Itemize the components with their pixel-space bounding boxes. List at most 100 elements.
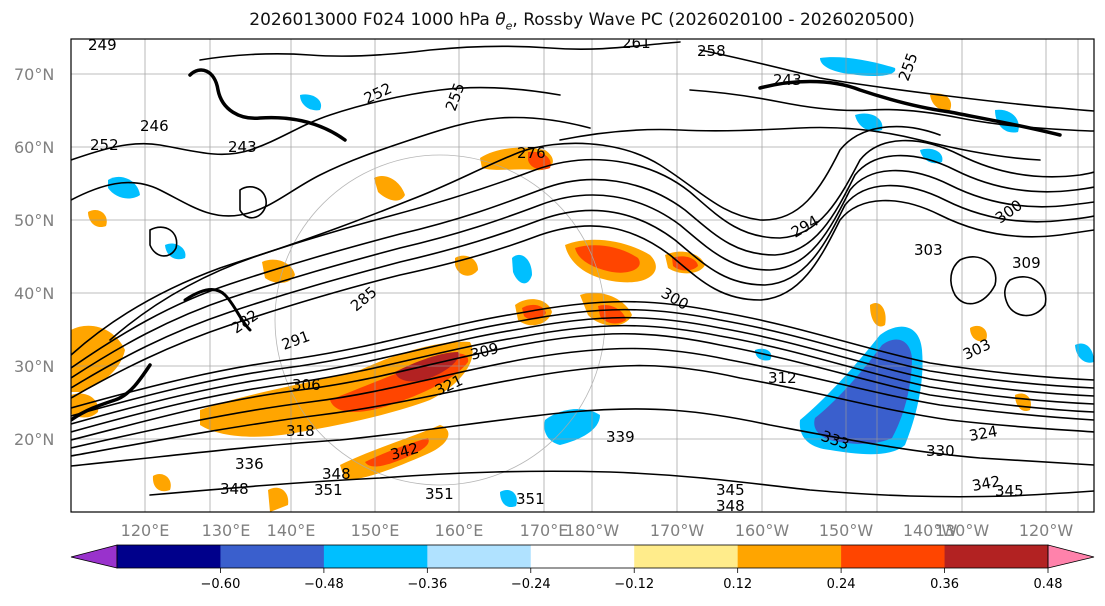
colorbar-extend-low xyxy=(70,544,118,569)
theta-symbol: θ xyxy=(495,10,506,30)
colorbar-tick-label: −0.48 xyxy=(304,577,344,592)
map-area: 249 261 258 255 243 252 255 246 243 252 … xyxy=(71,34,1094,512)
cool-patch xyxy=(1075,343,1094,363)
contour-label: 312 xyxy=(768,369,797,387)
contour-line xyxy=(689,89,1094,132)
contour-label: 246 xyxy=(140,117,169,135)
lon-label: 170°W xyxy=(650,521,705,540)
contour-line xyxy=(188,68,347,142)
contour-line xyxy=(71,324,1094,433)
contour-line xyxy=(71,86,561,161)
contour-label: 348 xyxy=(220,480,249,498)
warm-anomaly-shading xyxy=(71,93,1031,512)
contour-line xyxy=(758,79,1062,137)
colorbar-segment xyxy=(530,545,635,568)
cool-patch xyxy=(920,148,943,164)
cool-patch xyxy=(544,408,600,445)
contour-label: 351 xyxy=(425,485,454,503)
cool-patch xyxy=(855,113,883,132)
contour-line xyxy=(149,226,178,257)
colorbar-tick-label: −0.36 xyxy=(407,577,447,592)
contour-line xyxy=(71,116,591,217)
warm-patch xyxy=(152,473,171,492)
warm-patch xyxy=(268,487,289,512)
cool-patch xyxy=(300,94,322,111)
warm-patch xyxy=(200,341,473,437)
colorbar-extend-high xyxy=(1047,544,1095,569)
colorbar-tick-label: 0.48 xyxy=(1034,577,1063,592)
warm-patch xyxy=(930,93,952,111)
contour-line xyxy=(239,186,267,219)
title-suffix: , Rossby Wave PC (2026020100 - 202602050… xyxy=(512,10,915,30)
colorbar-segments xyxy=(117,545,1049,568)
lon-label: 180°W xyxy=(565,521,620,540)
colorbar-tick-label: −0.24 xyxy=(511,577,551,592)
warm-patch xyxy=(374,175,405,201)
lon-label: 140°E xyxy=(267,521,316,540)
contour-label: 345 xyxy=(995,482,1024,500)
warm-patch xyxy=(395,352,459,382)
contour-label: 348 xyxy=(322,465,351,483)
colorbar-segment xyxy=(737,545,842,568)
cool-patch xyxy=(995,109,1019,133)
contour-line xyxy=(71,332,1094,441)
figure-title: 2026013000 F024 1000 hPa θe, Rossby Wave… xyxy=(70,10,1094,32)
contour-label: 351 xyxy=(516,490,545,508)
cool-patch xyxy=(512,254,532,284)
contour-line xyxy=(71,363,152,422)
contour-line xyxy=(149,470,1094,498)
lon-label: 120°W xyxy=(1019,521,1074,540)
lon-label: 150°W xyxy=(819,521,874,540)
lat-label-50n: 50°N xyxy=(14,211,54,230)
graticule xyxy=(71,39,1094,512)
map-frame xyxy=(70,38,1095,513)
warm-patch xyxy=(88,209,107,228)
warm-patch xyxy=(71,325,125,392)
contour-line xyxy=(109,125,941,341)
contour-label: 342 xyxy=(971,472,1002,495)
contour-line xyxy=(71,408,1094,467)
lon-label: 130°W xyxy=(935,521,990,540)
contour-label: 243 xyxy=(228,138,257,156)
warm-patch xyxy=(672,256,698,271)
contour-line xyxy=(183,288,252,332)
colorbar-segment xyxy=(427,545,532,568)
lon-label: 120°E xyxy=(121,521,170,540)
contour-label: 249 xyxy=(88,36,117,54)
contour-line xyxy=(559,126,1041,161)
warm-patch xyxy=(522,304,546,320)
colorbar-outline xyxy=(116,544,1049,569)
cool-patch xyxy=(814,339,912,444)
warm-patch xyxy=(870,302,886,327)
colorbar-tick-label: −0.60 xyxy=(201,577,241,592)
colorbar-segment xyxy=(323,545,428,568)
colorbar: −0.60 −0.48 −0.36 −0.24 −0.12 0.12 0.24 0.36 0.4… xyxy=(70,544,1095,592)
colorbar-segment xyxy=(841,545,946,568)
warm-patch xyxy=(71,393,99,418)
contour-line xyxy=(71,169,1094,379)
contour-label: 336 xyxy=(235,455,264,473)
lon-label: 150°E xyxy=(351,521,400,540)
lat-label-60n: 60°N xyxy=(14,138,54,157)
lat-label-30n: 30°N xyxy=(14,357,54,376)
warm-patch xyxy=(365,438,429,467)
colorbar-tick-label: 0.12 xyxy=(723,577,752,592)
contour-line xyxy=(71,199,1094,399)
contour-line xyxy=(71,308,1094,417)
contour-label: 258 xyxy=(697,42,726,60)
contour-label: 306 xyxy=(292,376,321,394)
contour-line xyxy=(71,347,1094,449)
colorbar-segment xyxy=(634,545,739,568)
contour-line xyxy=(950,256,997,305)
colorbar-segment xyxy=(944,545,1049,568)
contour-line xyxy=(71,300,1094,409)
contour-line xyxy=(199,41,681,61)
contour-line xyxy=(71,184,1094,389)
title-prefix: 2026013000 F024 1000 hPa xyxy=(249,10,496,30)
contour-label: 351 xyxy=(314,481,343,499)
contour-label: 261 xyxy=(622,34,651,52)
longitude-labels: 120°E 130°E 140°E 150°E 160°E 170°E 180°… xyxy=(121,521,1074,540)
contour-label: 339 xyxy=(606,428,635,446)
warm-patch xyxy=(575,245,640,273)
